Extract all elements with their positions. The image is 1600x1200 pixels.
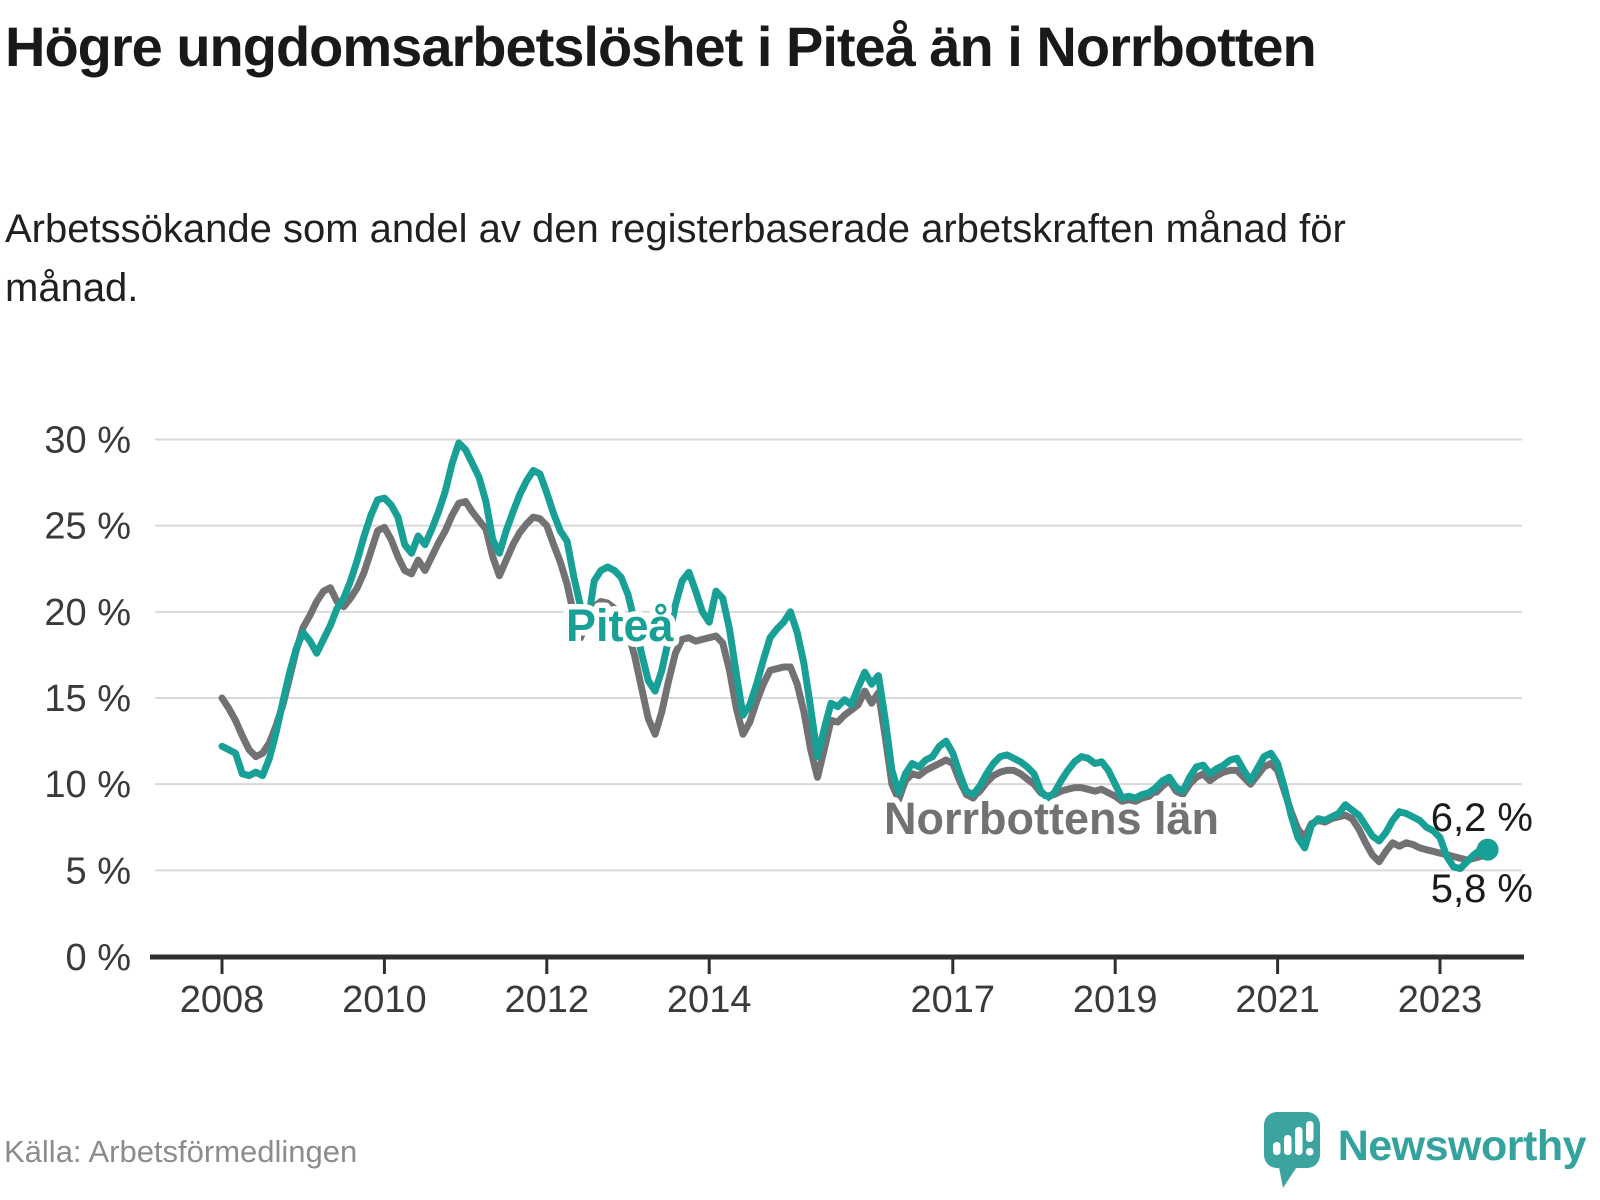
- x-tick-label-2019: 2019: [1073, 979, 1158, 1021]
- y-tick-label-25: 25 %: [44, 506, 131, 548]
- y-tick-label-10: 10 %: [44, 764, 131, 806]
- page-title: Högre ungdomsarbetslöshet i Piteå än i N…: [5, 15, 1317, 78]
- y-tick-label-0: 0 %: [66, 937, 131, 979]
- y-tick-label-5: 5 %: [66, 850, 131, 892]
- brand-name: Newsworthy: [1337, 1121, 1587, 1170]
- newsworthy-brand: Newsworthy: [1262, 1108, 1587, 1192]
- page-subtitle: Arbetssökande som andel av den registerb…: [5, 207, 1346, 310]
- x-tick-label-2023: 2023: [1398, 979, 1483, 1021]
- x-tick-label-2021: 2021: [1235, 979, 1320, 1021]
- series-end-dot-1: [1476, 838, 1499, 861]
- series-line-0: [218, 498, 1485, 866]
- x-tick-label-2012: 2012: [505, 979, 590, 1021]
- y-tick-label-15: 15 %: [44, 678, 131, 720]
- series-name-label-0: Norrbottens län: [884, 793, 1219, 844]
- source-credit: Källa: Arbetsförmedlingen: [4, 1134, 358, 1169]
- y-tick-label-20: 20 %: [44, 592, 131, 634]
- x-tick-label-2008: 2008: [180, 979, 265, 1021]
- x-tick-label-2010: 2010: [342, 979, 427, 1021]
- series-line-1: [218, 439, 1485, 873]
- newsworthy-logo-icon: [1263, 1112, 1320, 1188]
- x-tick-label-2014: 2014: [667, 979, 752, 1021]
- series-name-label-1: Piteå: [566, 600, 675, 651]
- unemployment-line-chart: 0 % 5 % 10 % 15 % 20 % 25 % 30 % 2008 2010 2012 20…: [44, 420, 1533, 1021]
- x-tick-label-2017: 2017: [911, 979, 996, 1021]
- series-end-value-0: 5,8 %: [1431, 867, 1533, 911]
- series-end-value-1: 6,2 %: [1431, 796, 1533, 840]
- y-tick-label-30: 30 %: [44, 420, 131, 462]
